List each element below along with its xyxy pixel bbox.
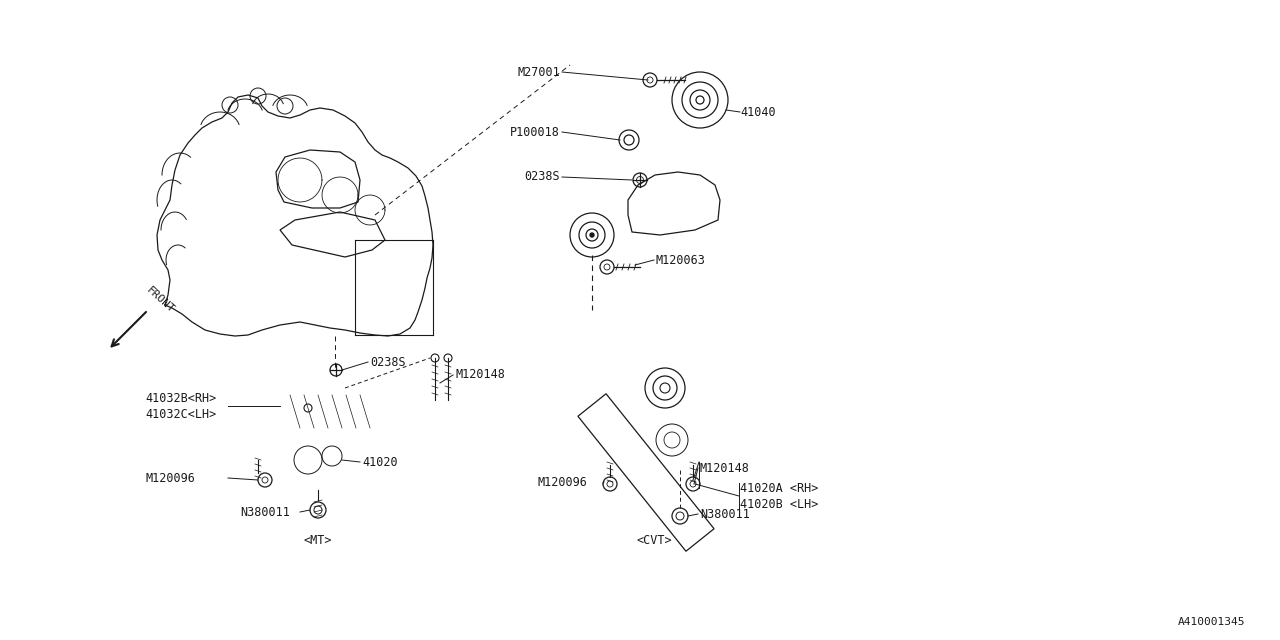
Text: <MT>: <MT> — [303, 534, 333, 547]
Text: N380011: N380011 — [700, 508, 750, 520]
Text: M120096: M120096 — [538, 476, 588, 488]
Text: A410001345: A410001345 — [1178, 617, 1245, 627]
Text: <CVT>: <CVT> — [636, 534, 672, 547]
Text: 41020A <RH>: 41020A <RH> — [740, 481, 818, 495]
Text: M120148: M120148 — [454, 369, 504, 381]
Text: M27001: M27001 — [517, 65, 561, 79]
Text: P100018: P100018 — [511, 125, 561, 138]
Text: N380011: N380011 — [241, 506, 289, 518]
Text: 0238S: 0238S — [370, 355, 406, 369]
Text: 41020: 41020 — [362, 456, 398, 468]
Text: FRONT: FRONT — [145, 285, 175, 315]
Circle shape — [590, 233, 594, 237]
Text: M120096: M120096 — [145, 472, 195, 484]
Text: 41020B <LH>: 41020B <LH> — [740, 499, 818, 511]
Text: 0238S: 0238S — [525, 170, 561, 184]
Text: 41032C<LH>: 41032C<LH> — [145, 408, 216, 422]
Text: 41040: 41040 — [740, 106, 776, 118]
Text: M120063: M120063 — [655, 253, 705, 266]
Text: M120148: M120148 — [700, 461, 750, 474]
Text: 41032B<RH>: 41032B<RH> — [145, 392, 216, 404]
